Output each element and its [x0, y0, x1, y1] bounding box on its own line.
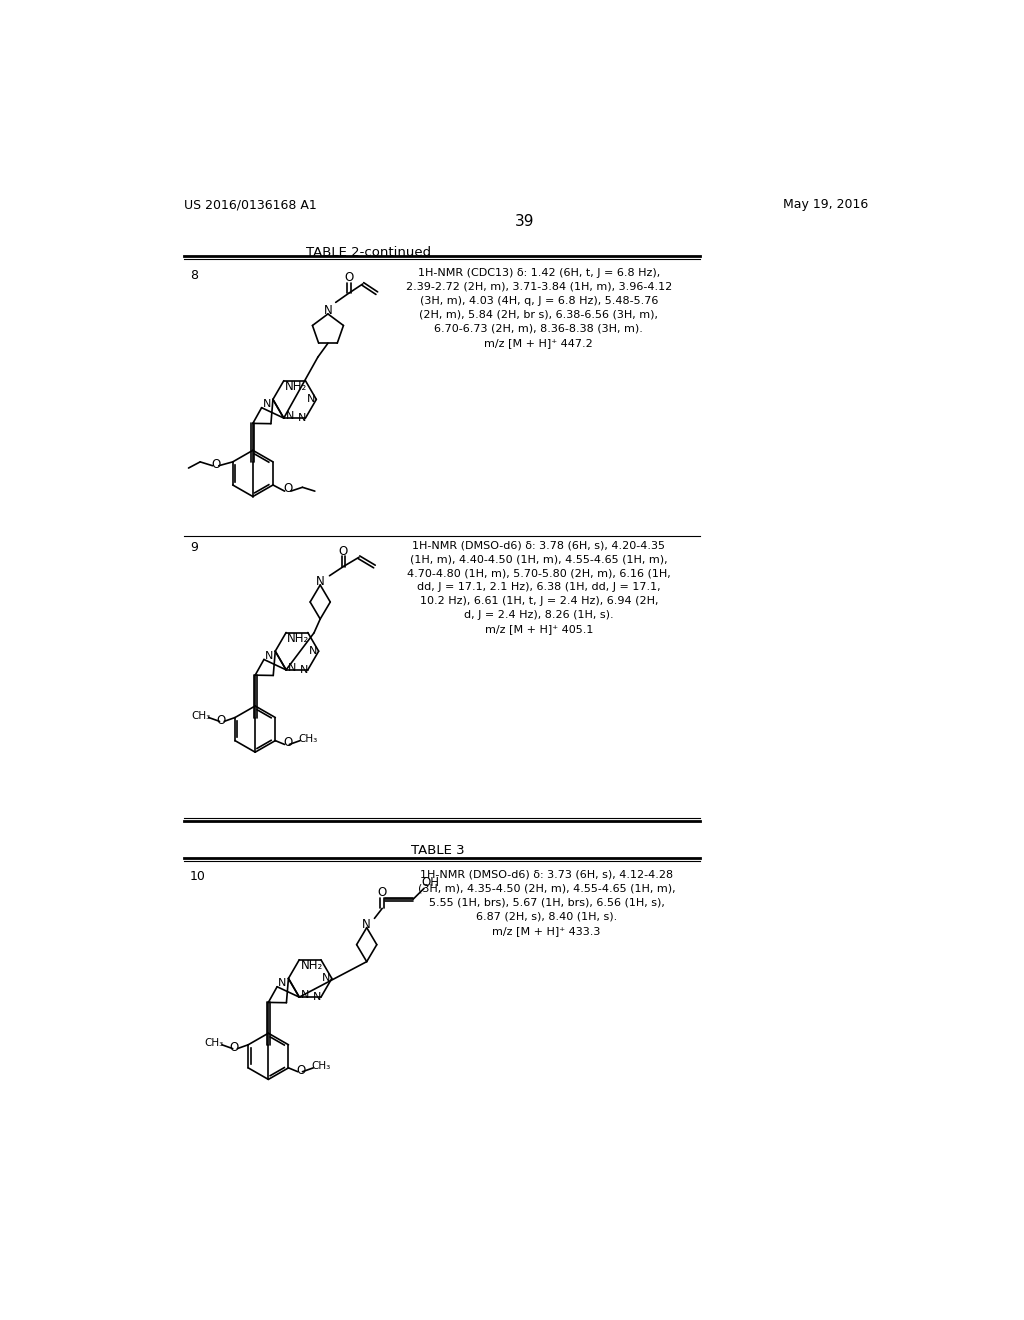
- Text: N: N: [301, 990, 309, 999]
- Text: N: N: [309, 647, 317, 656]
- Text: 9: 9: [190, 541, 198, 554]
- Text: NH₂: NH₂: [288, 632, 309, 645]
- Text: N: N: [307, 395, 315, 404]
- Text: O: O: [339, 545, 348, 557]
- Text: TABLE 2-continued: TABLE 2-continued: [306, 246, 431, 259]
- Text: 10: 10: [190, 870, 206, 883]
- Text: O: O: [229, 1041, 239, 1055]
- Text: N: N: [324, 304, 333, 317]
- Text: 8: 8: [190, 269, 198, 282]
- Text: CH₃: CH₃: [205, 1039, 223, 1048]
- Text: CH₃: CH₃: [298, 734, 317, 744]
- Text: O: O: [344, 271, 353, 284]
- Text: OH: OH: [421, 875, 439, 888]
- Text: N: N: [362, 917, 371, 931]
- Text: NH₂: NH₂: [285, 380, 307, 393]
- Text: N: N: [323, 973, 331, 983]
- Text: N: N: [263, 399, 271, 409]
- Text: O: O: [296, 1064, 305, 1077]
- Text: 39: 39: [515, 214, 535, 228]
- Text: CH₃: CH₃: [311, 1061, 331, 1072]
- Text: N: N: [313, 993, 322, 1002]
- Text: O: O: [283, 482, 292, 495]
- Text: O: O: [216, 714, 225, 727]
- Text: TABLE 3: TABLE 3: [412, 843, 465, 857]
- Text: CH₃: CH₃: [191, 711, 211, 721]
- Text: US 2016/0136168 A1: US 2016/0136168 A1: [183, 198, 316, 211]
- Text: N: N: [297, 413, 306, 424]
- Text: 1H-NMR (DMSO-d6) δ: 3.78 (6H, s), 4.20-4.35
(1H, m), 4.40-4.50 (1H, m), 4.55-4.6: 1H-NMR (DMSO-d6) δ: 3.78 (6H, s), 4.20-4…: [407, 540, 671, 635]
- Text: O: O: [211, 458, 220, 471]
- Text: N: N: [265, 651, 273, 660]
- Text: O: O: [378, 887, 387, 899]
- Text: N: N: [279, 978, 287, 987]
- Text: N: N: [300, 665, 308, 675]
- Text: 1H-NMR (CDC13) δ: 1.42 (6H, t, J = 6.8 Hz),
2.39-2.72 (2H, m), 3.71-3.84 (1H, m): 1H-NMR (CDC13) δ: 1.42 (6H, t, J = 6.8 H…: [406, 268, 672, 347]
- Text: NH₂: NH₂: [301, 960, 323, 973]
- Text: N: N: [288, 663, 297, 673]
- Text: N: N: [286, 411, 294, 421]
- Text: May 19, 2016: May 19, 2016: [783, 198, 868, 211]
- Text: 1H-NMR (DMSO-d6) δ: 3.73 (6H, s), 4.12-4.28
(3H, m), 4.35-4.50 (2H, m), 4.55-4.6: 1H-NMR (DMSO-d6) δ: 3.73 (6H, s), 4.12-4…: [418, 870, 675, 936]
- Text: N: N: [315, 576, 325, 589]
- Text: O: O: [283, 737, 292, 750]
